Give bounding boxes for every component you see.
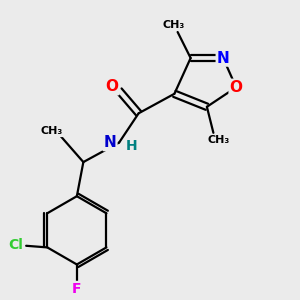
Text: O: O (106, 79, 118, 94)
Text: CH₃: CH₃ (207, 135, 230, 145)
Text: CH₃: CH₃ (40, 126, 63, 136)
Text: O: O (230, 80, 243, 95)
Text: H: H (126, 140, 137, 154)
Text: CH₃: CH₃ (163, 20, 185, 30)
Text: Cl: Cl (8, 238, 23, 252)
Text: F: F (72, 282, 82, 296)
Text: N: N (217, 50, 230, 65)
Text: N: N (103, 135, 116, 150)
